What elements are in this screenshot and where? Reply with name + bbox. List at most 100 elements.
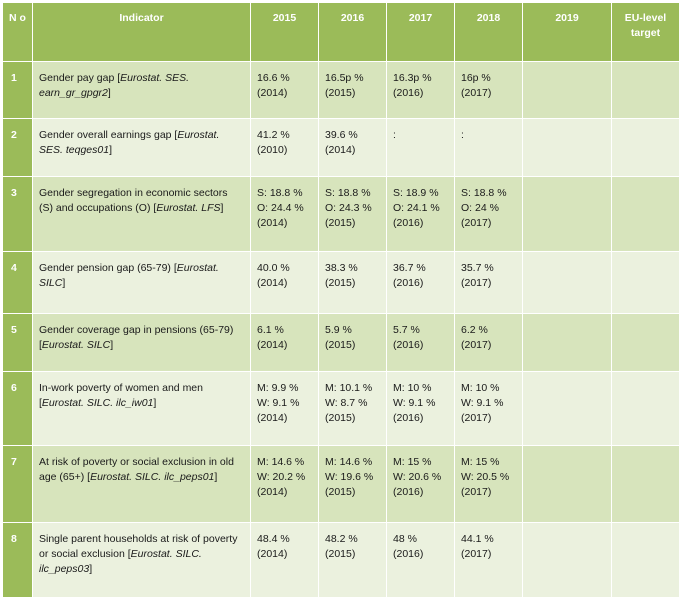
value-line: 16.3p %	[393, 72, 432, 84]
row-number: 8	[2, 522, 33, 598]
indicator-source-close: ]	[153, 397, 157, 409]
value-line: (2016)	[393, 486, 424, 498]
indicator-label: Gender segregation in economic sectors (…	[39, 187, 228, 214]
value-cell-2017: 36.7 % (2016)	[386, 251, 455, 314]
value-line: (2017)	[461, 87, 492, 99]
value-cell-2016: S: 18.8 % O: 24.3 % (2015)	[318, 176, 387, 252]
value-line: M: 14.6 %	[257, 456, 305, 468]
value-cell-2018: M: 15 % W: 20.5 % (2017)	[454, 445, 523, 523]
value-line: 6.2 %	[461, 324, 488, 336]
row-number: 6	[2, 371, 33, 446]
value-cell-2018: 35.7 % (2017)	[454, 251, 523, 314]
indicator-source-close: ]	[109, 144, 112, 156]
row-number: 3	[2, 176, 33, 252]
table-body: 1 Gender pay gap [Eurostat. SES. earn_gr_…	[2, 61, 680, 598]
indicator-source: Eurostat. SILC. ilc_iw01	[41, 397, 154, 409]
value-cell-2015: 41.2 % (2010)	[250, 118, 319, 177]
value-cell-2016: 39.6 % (2014)	[318, 118, 387, 177]
target-cell	[611, 313, 680, 372]
value-cell-2018: :	[454, 118, 523, 177]
value-cell-2019	[522, 522, 612, 598]
row-number: 7	[2, 445, 33, 523]
value-line: (2016)	[393, 548, 424, 560]
value-cell-2017: 48 % (2016)	[386, 522, 455, 598]
value-line: W: 9.1 %	[461, 397, 504, 409]
value-cell-2015: M: 9.9 % W: 9.1 % (2014)	[250, 371, 319, 446]
table-row: 1 Gender pay gap [Eurostat. SES. earn_gr_…	[2, 61, 680, 119]
row-number: 1	[2, 61, 33, 119]
value-cell-2019	[522, 118, 612, 177]
value-line: (2017)	[461, 548, 492, 560]
table-row: 5 Gender coverage gap in pensions (65-79)…	[2, 313, 680, 372]
indicator-label: Gender pay gap [	[39, 72, 121, 84]
value-cell-2015: 48.4 % (2014)	[250, 522, 319, 598]
value-line: S: 18.8 %	[461, 187, 507, 199]
value-cell-2015: 40.0 % (2014)	[250, 251, 319, 314]
row-number: 2	[2, 118, 33, 177]
indicator-source-close: ]	[89, 563, 93, 575]
value-cell-2016: M: 10.1 % W: 8.7 % (2015)	[318, 371, 387, 446]
value-line: (2017)	[461, 339, 492, 351]
value-line: M: 10 %	[461, 382, 500, 394]
column-header-no: N o	[2, 2, 33, 62]
value-line: (2014)	[257, 548, 288, 560]
value-cell-2019	[522, 251, 612, 314]
indicators-table: N o Indicator 2015 2016 2017 2018 2019 E…	[2, 2, 680, 598]
value-cell-2015: M: 14.6 % W: 20.2 % (2014)	[250, 445, 319, 523]
value-line: O: 24 %	[461, 202, 499, 214]
value-line: 5.7 %	[393, 324, 420, 336]
value-line: M: 15 %	[461, 456, 500, 468]
value-line: S: 18.8 %	[325, 187, 371, 199]
value-line: (2015)	[325, 412, 356, 424]
value-line: (2014)	[257, 277, 288, 289]
value-line: (2010)	[257, 144, 288, 156]
value-line: W: 20.5 %	[461, 471, 510, 483]
indicator-source: Eurostat. SILC	[41, 339, 111, 351]
value-line: O: 24.3 %	[325, 202, 372, 214]
value-line: W: 19.6 %	[325, 471, 374, 483]
value-line: O: 24.4 %	[257, 202, 304, 214]
value-line: W: 20.6 %	[393, 471, 442, 483]
value-cell-2016: M: 14.6 % W: 19.6 % (2015)	[318, 445, 387, 523]
value-line: (2016)	[393, 217, 424, 229]
value-line: 48.2 %	[325, 533, 358, 545]
table-row: 7 At risk of poverty or social exclusion …	[2, 445, 680, 523]
value-line: 6.1 %	[257, 324, 284, 336]
value-line: M: 10.1 %	[325, 382, 373, 394]
column-header-2015: 2015	[250, 2, 319, 62]
value-line: (2015)	[325, 277, 356, 289]
value-line: 16p %	[461, 72, 491, 84]
value-cell-2016: 48.2 % (2015)	[318, 522, 387, 598]
value-line: (2016)	[393, 412, 424, 424]
target-cell	[611, 522, 680, 598]
value-line: (2014)	[257, 87, 288, 99]
table-row: 4 Gender pension gap (65-79) [Eurostat. S…	[2, 251, 680, 314]
value-line: (2014)	[257, 339, 288, 351]
target-cell	[611, 445, 680, 523]
value-line: 40.0 %	[257, 262, 290, 274]
indicator-cell: At risk of poverty or social exclusion i…	[32, 445, 251, 523]
value-line: (2017)	[461, 217, 492, 229]
value-line: (2015)	[325, 339, 356, 351]
column-header-indicator: Indicator	[32, 2, 251, 62]
value-line: (2014)	[257, 217, 288, 229]
column-header-2016: 2016	[318, 2, 387, 62]
target-cell	[611, 118, 680, 177]
value-line: (2017)	[461, 277, 492, 289]
value-cell-2017: M: 15 % W: 20.6 % (2016)	[386, 445, 455, 523]
indicator-source-close: ]	[110, 339, 114, 351]
indicator-source: Eurostat. LFS	[156, 202, 221, 214]
column-header-2017: 2017	[386, 2, 455, 62]
value-cell-2017: 5.7 % (2016)	[386, 313, 455, 372]
indicator-source: Eurostat. SES. earn_gr_gpgr2	[39, 72, 190, 99]
value-cell-2018: S: 18.8 % O: 24 % (2017)	[454, 176, 523, 252]
value-cell-2019	[522, 61, 612, 119]
indicator-cell: Single parent households at risk of pove…	[32, 522, 251, 598]
value-cell-2017: M: 10 % W: 9.1 % (2016)	[386, 371, 455, 446]
value-line: M: 9.9 %	[257, 382, 299, 394]
value-line: (2015)	[325, 548, 356, 560]
value-line: W: 9.1 %	[393, 397, 436, 409]
indicator-cell: Gender pay gap [Eurostat. SES. earn_gr_g…	[32, 61, 251, 119]
row-number: 5	[2, 313, 33, 372]
value-line: (2014)	[257, 412, 288, 424]
